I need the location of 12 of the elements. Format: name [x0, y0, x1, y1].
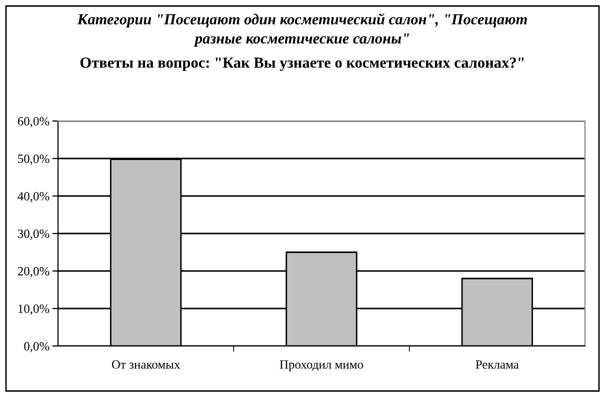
- chart-title: Категории "Посещают один косметический салон", "Посещают разные косметические салоны": [77, 13, 527, 47]
- y-tick-label: 0,0%: [24, 342, 50, 352]
- y-tick-label: 40,0%: [18, 192, 50, 202]
- x-tick-label: Проходил мимо: [280, 360, 364, 372]
- y-tick-label: 60,0%: [18, 117, 50, 128]
- y-tick-label: 10,0%: [18, 304, 50, 315]
- y-tick-label: 30,0%: [18, 230, 50, 240]
- y-tick-label: 20,0%: [18, 267, 50, 278]
- x-tick-label: Реклама: [476, 360, 519, 369]
- chart-subtitle: Ответы на вопрос: "Как Вы узнаете о косметических салонах?": [80, 58, 524, 71]
- x-tick-label: От знакомых: [112, 360, 180, 369]
- y-tick-label: 50,0%: [18, 154, 50, 165]
